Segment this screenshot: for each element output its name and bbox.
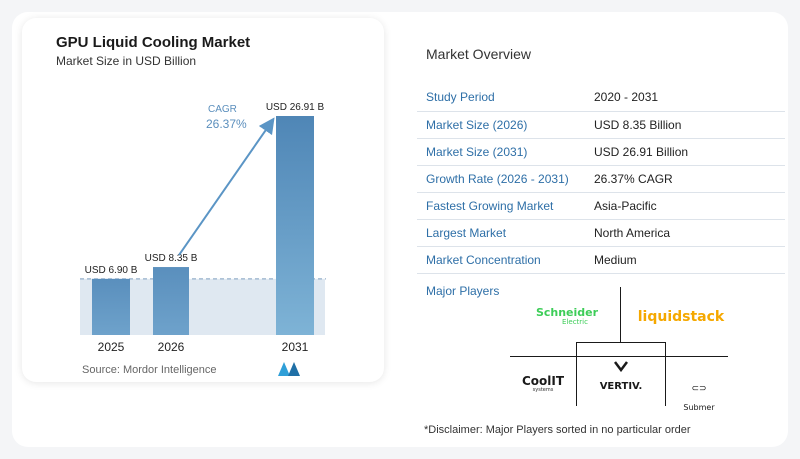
market-overview-table: Study Period 2020 - 2031 Market Size (2026… — [417, 84, 785, 274]
grid-divider — [576, 342, 577, 406]
overview-row: Study Period 2020 - 2031 — [417, 84, 785, 112]
overview-row: Market Size (2026) USD 8.35 Billion — [417, 111, 785, 139]
overview-row: Market Size (2031) USD 26.91 Billion — [417, 138, 785, 166]
x-tick-2026: 2026 — [158, 340, 185, 354]
data-label-2025: USD 6.90 B — [85, 265, 138, 276]
overview-row: Market Concentration Medium — [417, 246, 785, 274]
overview-key: Largest Market — [417, 219, 585, 247]
overview-value: 2020 - 2031 — [585, 84, 785, 112]
overview-value: 26.37% CAGR — [585, 165, 785, 193]
cagr-arrow — [178, 117, 275, 256]
overview-key: Study Period — [417, 84, 585, 112]
mordor-logo-icon — [278, 362, 300, 376]
overview-row: Fastest Growing Market Asia-Pacific — [417, 192, 785, 220]
chart-title: GPU Liquid Cooling Market — [56, 34, 251, 51]
liquidstack-logo: liquidstack — [637, 309, 725, 325]
overview-key: Growth Rate (2026 - 2031) — [417, 165, 585, 193]
overview-value: USD 26.91 Billion — [585, 138, 785, 166]
data-label-2031: USD 26.91 B — [266, 102, 325, 113]
vertiv-chevron-icon — [614, 361, 628, 372]
major-players-title: Major Players — [426, 284, 500, 298]
vertiv-logo: VERTIV. — [590, 360, 652, 393]
overview-value: Medium — [585, 246, 785, 274]
grid-divider — [510, 356, 728, 357]
overview-key: Market Concentration — [417, 246, 585, 274]
bar-2031 — [276, 116, 314, 335]
data-label-2026: USD 8.35 B — [145, 253, 198, 264]
cagr-value: 26.37% — [206, 117, 247, 131]
overview-value: Asia-Pacific — [585, 192, 785, 220]
overview-row: Largest Market North America — [417, 219, 785, 247]
overview-value: USD 8.35 Billion — [585, 111, 785, 139]
grid-divider — [665, 342, 666, 406]
bar-2025 — [92, 278, 130, 335]
overview-row: Growth Rate (2026 - 2031) 26.37% CAGR — [417, 165, 785, 193]
x-tick-2031: 2031 — [282, 340, 309, 354]
coolit-logo: CoolIT systems — [521, 374, 565, 393]
cagr-label: CAGR — [208, 104, 237, 115]
overview-key: Market Size (2026) — [417, 111, 585, 139]
market-overview-title: Market Overview — [426, 46, 532, 62]
bar-chart: USD 6.90 B 2025 USD 8.35 B 2026 USD 26.91 B 2… — [80, 102, 326, 354]
grid-divider — [620, 287, 621, 342]
x-tick-2025: 2025 — [98, 340, 125, 354]
overview-value: North America — [585, 219, 785, 247]
chart-subtitle: Market Size in USD Billion — [56, 54, 197, 68]
bar-2026 — [153, 267, 189, 335]
overview-key: Market Size (2031) — [417, 138, 585, 166]
chart-source: Source: Mordor Intelligence — [82, 364, 217, 376]
grid-divider — [576, 342, 665, 343]
disclaimer: *Disclaimer: Major Players sorted in no … — [424, 424, 691, 436]
submer-logo: ⊂⊃ Submer — [683, 384, 715, 412]
schneider-electric-logo: Schneider Electric — [535, 306, 599, 326]
overview-key: Fastest Growing Market — [417, 192, 585, 220]
